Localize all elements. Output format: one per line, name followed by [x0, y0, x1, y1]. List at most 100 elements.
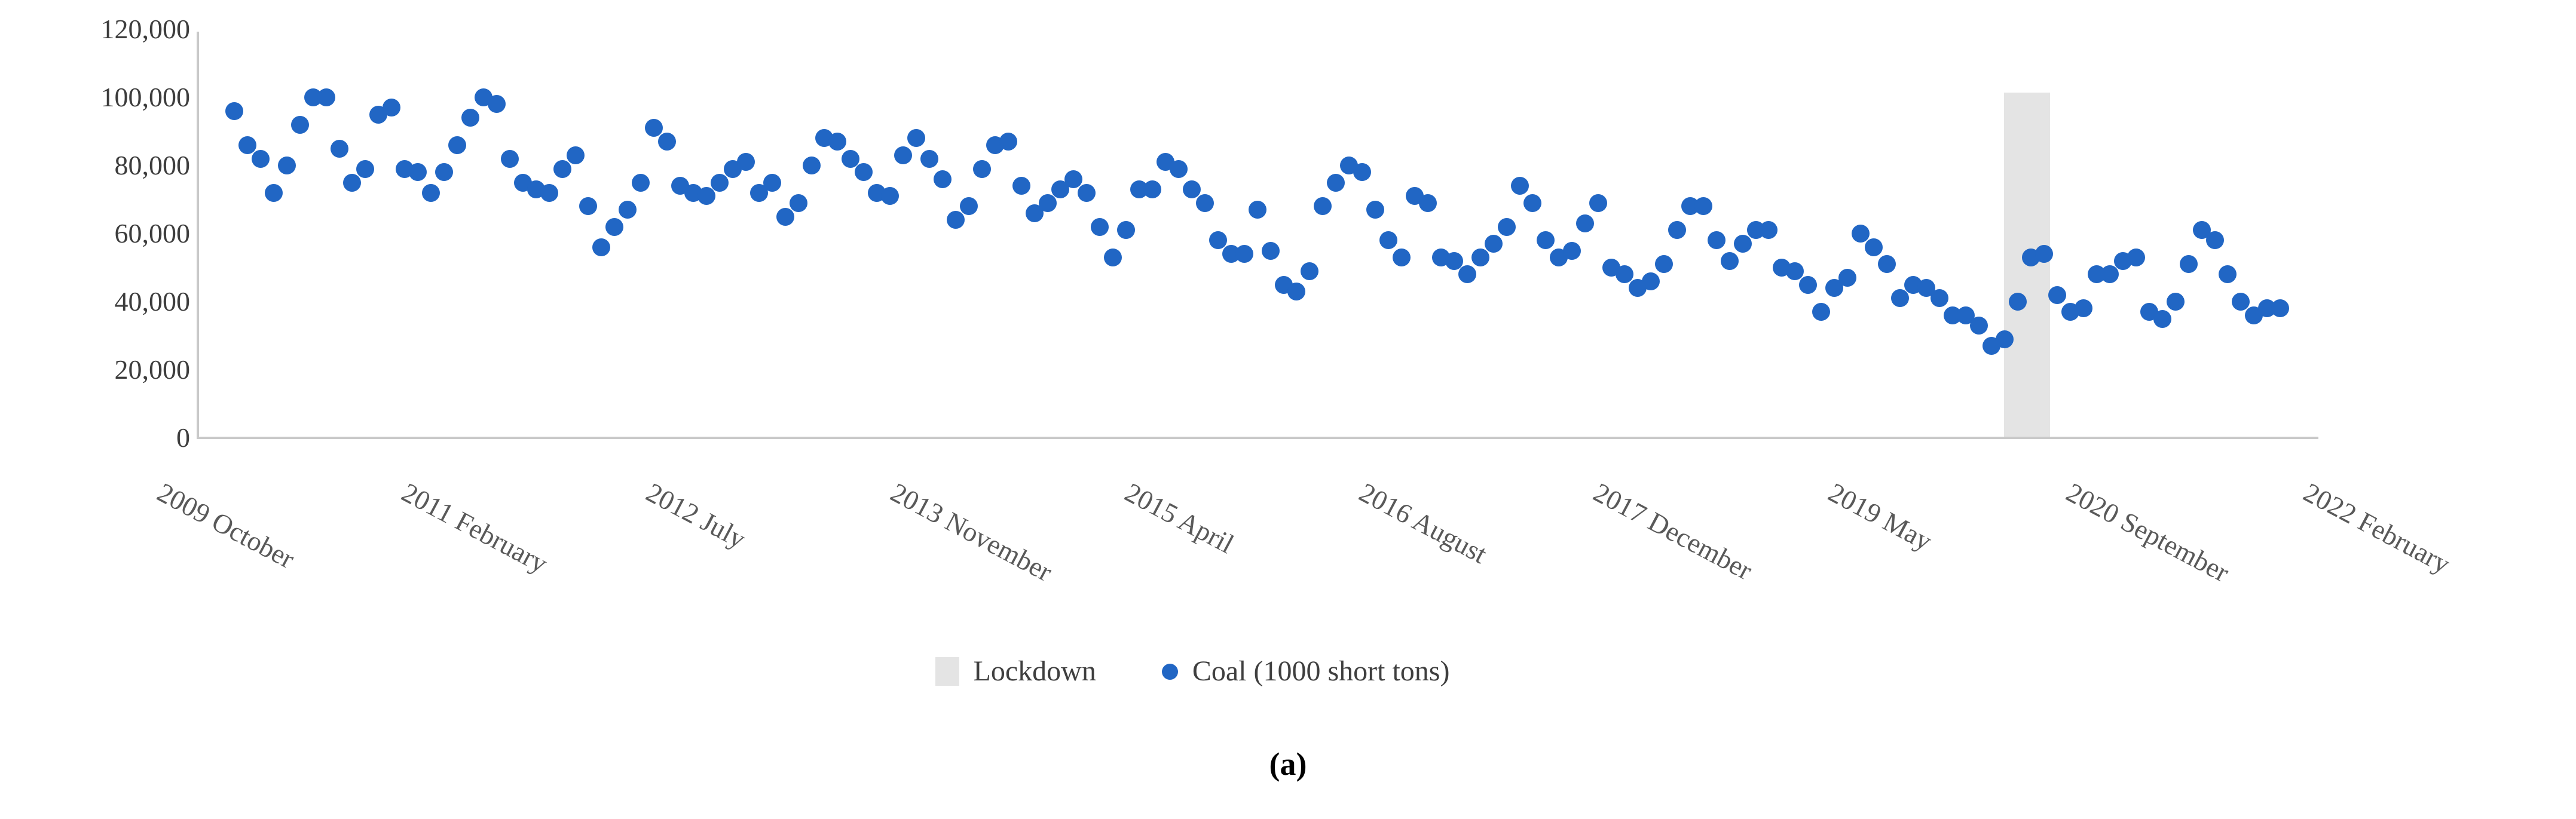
data-point — [448, 136, 467, 154]
data-point — [999, 133, 1017, 151]
data-point — [2075, 299, 2093, 318]
x-axis-label: 2012 July — [641, 477, 751, 554]
data-point — [1510, 177, 1529, 195]
data-point — [1064, 170, 1083, 188]
y-axis-label: 0 — [176, 422, 190, 453]
data-point — [383, 99, 401, 117]
data-point — [894, 146, 913, 164]
data-point — [409, 163, 427, 182]
data-point — [1353, 163, 1372, 182]
lockdown-swatch-icon — [935, 657, 959, 686]
data-point — [1314, 197, 1332, 216]
data-point — [356, 159, 375, 178]
figure-caption: (a) — [1269, 746, 1307, 782]
x-axis-label: 2015 April — [1119, 477, 1239, 560]
data-point — [2232, 293, 2250, 311]
data-point — [2127, 248, 2145, 266]
x-axis-label: 2020 September — [2061, 477, 2235, 588]
data-point — [277, 157, 296, 174]
data-point — [907, 129, 926, 148]
y-axis-line — [197, 32, 199, 438]
data-point — [2009, 293, 2027, 311]
y-axis-label: 120,000 — [100, 14, 191, 44]
data-point — [2271, 299, 2290, 318]
data-point — [789, 194, 807, 212]
data-point — [264, 183, 283, 202]
data-point — [1195, 194, 1214, 212]
data-point — [1366, 201, 1385, 219]
data-point — [1169, 159, 1188, 178]
x-axis-label: 2016 August — [1354, 477, 1492, 570]
data-point — [605, 217, 624, 236]
data-point — [1537, 231, 1555, 250]
data-point — [1996, 330, 2014, 348]
data-point — [1523, 194, 1542, 212]
data-point — [881, 187, 900, 205]
data-point — [2035, 245, 2054, 263]
data-point — [1182, 180, 1201, 198]
data-point — [2153, 309, 2171, 328]
data-point — [330, 139, 348, 158]
data-point — [566, 146, 585, 164]
data-point — [828, 133, 847, 151]
data-point — [1760, 221, 1778, 240]
data-point — [1733, 235, 1752, 253]
data-point — [1812, 303, 1831, 321]
legend-label-coal: Coal (1000 short tons) — [1192, 655, 1450, 687]
data-point — [776, 207, 794, 226]
data-point — [1616, 265, 1634, 284]
data-point — [972, 159, 991, 178]
data-point — [1576, 214, 1595, 232]
data-point — [1287, 282, 1306, 300]
data-point — [736, 153, 755, 171]
x-axis-line — [197, 437, 2318, 439]
data-point — [1012, 177, 1030, 195]
data-point — [1720, 251, 1739, 270]
data-point — [1654, 255, 1673, 274]
data-point — [1038, 194, 1057, 212]
data-point — [1393, 248, 1411, 266]
data-point — [920, 149, 939, 168]
y-axis-label: 20,000 — [114, 354, 191, 385]
y-axis-label: 60,000 — [114, 218, 191, 249]
data-point — [1445, 251, 1463, 270]
data-point — [619, 201, 637, 219]
data-point — [1471, 248, 1489, 266]
data-point — [1641, 272, 1660, 290]
legend-item-coal: Coal (1000 short tons) — [1161, 655, 1450, 687]
data-point — [946, 211, 965, 229]
legend-label-lockdown: Lockdown — [973, 655, 1096, 687]
legend-item-lockdown: Lockdown — [935, 657, 1096, 686]
data-point — [1589, 194, 1608, 212]
x-axis-label: 2017 December — [1588, 477, 1758, 586]
x-axis-label: 2019 May — [1823, 477, 1937, 557]
data-point — [1327, 173, 1345, 192]
data-point — [553, 159, 571, 178]
data-point — [1877, 255, 1896, 274]
data-point — [1261, 241, 1280, 260]
data-point — [1969, 316, 1988, 335]
data-point — [500, 149, 519, 168]
data-point — [1838, 269, 1857, 287]
data-point — [422, 183, 440, 202]
data-point — [1484, 235, 1503, 253]
data-point — [645, 119, 663, 137]
data-point — [1143, 180, 1162, 198]
data-point — [1668, 221, 1686, 240]
data-point — [1248, 201, 1266, 219]
y-axis-label: 40,000 — [114, 286, 191, 317]
data-point — [1091, 217, 1109, 236]
data-point — [290, 115, 309, 134]
data-point — [1458, 265, 1476, 284]
data-point — [697, 187, 715, 205]
data-point — [1117, 221, 1136, 240]
data-point — [2048, 286, 2067, 304]
data-point — [461, 109, 479, 127]
data-point — [802, 157, 821, 174]
y-axis-label: 80,000 — [114, 150, 191, 180]
data-point — [1694, 197, 1712, 216]
data-point — [1497, 217, 1516, 236]
x-axis-label: 2011 February — [396, 477, 553, 579]
data-point — [579, 197, 598, 216]
data-point — [2166, 293, 2185, 311]
